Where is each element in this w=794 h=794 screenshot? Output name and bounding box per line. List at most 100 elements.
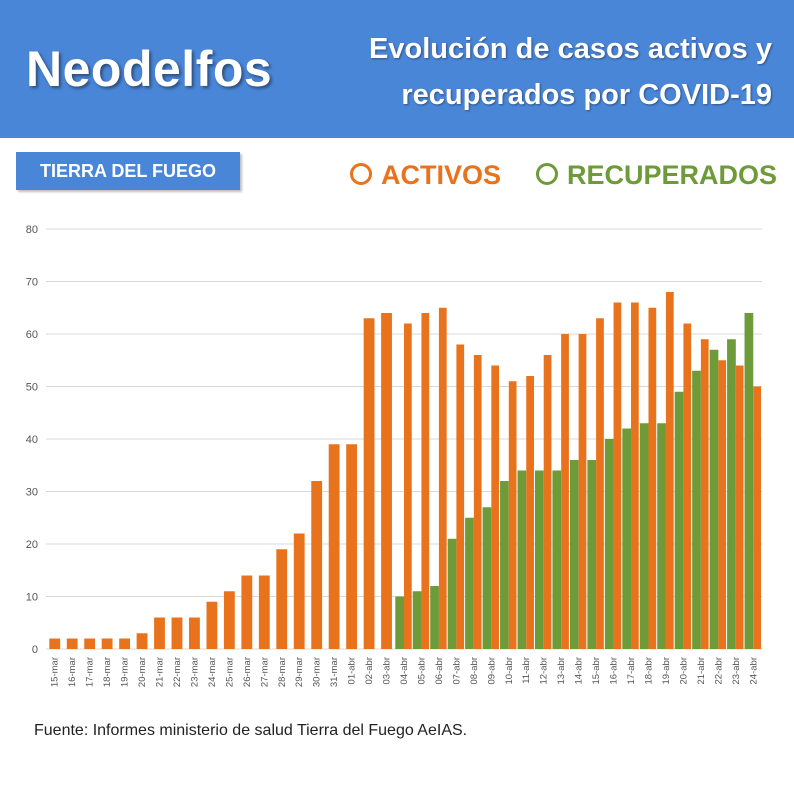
- bar-activos: [683, 323, 692, 649]
- bar-recuperados: [517, 470, 527, 649]
- bar-activos: [438, 307, 447, 649]
- bar-recuperados: [412, 591, 422, 649]
- bar-activos: [136, 633, 148, 649]
- x-tick-label: 16-mar: [67, 657, 78, 687]
- y-tick-label: 20: [26, 539, 38, 551]
- x-tick-label: 17-mar: [85, 657, 96, 687]
- bar-activos: [381, 313, 392, 649]
- bar-activos: [508, 381, 517, 649]
- bar-activos: [119, 638, 130, 649]
- bar-activos: [578, 334, 587, 649]
- x-tick-label: 20-mar: [137, 657, 148, 687]
- bar-activos: [189, 617, 200, 649]
- x-tick-label: 16-abr: [609, 657, 620, 684]
- chart-title: Evolución de casos activos y recuperados…: [302, 26, 772, 118]
- bar-activos: [66, 638, 78, 649]
- bar-recuperados: [674, 391, 684, 649]
- bar-activos: [206, 601, 218, 649]
- x-tick-label: 31-mar: [329, 657, 340, 687]
- x-tick-label: 03-abr: [382, 657, 393, 684]
- x-tick-label: 09-abr: [486, 657, 497, 684]
- bar-activos: [753, 386, 761, 649]
- legend-label-recuperados: RECUPERADOS: [567, 160, 778, 190]
- header-banner: Neodelfos Evolución de casos activos y r…: [0, 0, 794, 138]
- y-tick-label: 10: [26, 592, 38, 604]
- bar-recuperados: [709, 349, 719, 649]
- bar-activos: [700, 339, 709, 649]
- bar-activos: [241, 575, 253, 649]
- legend-item-recuperados: RECUPERADOS: [536, 160, 777, 191]
- bar-recuperados: [569, 460, 579, 649]
- bar-activos: [49, 638, 61, 649]
- x-tick-label: 20-abr: [678, 657, 689, 684]
- x-tick-label: 21-mar: [155, 657, 166, 687]
- bar-activos: [543, 355, 552, 649]
- bar-activos: [613, 302, 622, 649]
- bar-activos: [526, 376, 534, 649]
- bar-activos: [276, 549, 288, 649]
- region-label: TIERRA DEL FUEGO: [16, 152, 240, 190]
- chart-title-line1: Evolución de casos activos y: [369, 33, 772, 65]
- x-tick-label: 06-abr: [434, 657, 445, 684]
- bar-activos: [258, 575, 270, 649]
- bar-activos: [101, 638, 113, 649]
- bar-activos: [718, 360, 727, 649]
- bar-recuperados: [482, 507, 492, 649]
- bar-activos: [665, 292, 674, 649]
- bar-activos: [171, 617, 183, 649]
- bar-activos: [293, 533, 305, 649]
- bar-activos: [456, 344, 465, 649]
- bar-recuperados: [500, 481, 509, 649]
- chart-title-line2: recuperados por COVID-19: [401, 79, 772, 111]
- x-tick-label: 27-mar: [259, 657, 270, 687]
- x-tick-label: 17-abr: [626, 657, 637, 684]
- x-tick-label: 10-abr: [504, 657, 515, 684]
- x-tick-label: 26-mar: [242, 657, 253, 687]
- bar-recuperados: [534, 470, 544, 649]
- y-tick-label: 30: [26, 487, 38, 499]
- bar-recuperados: [622, 428, 632, 649]
- bar-recuperados: [744, 313, 754, 649]
- x-tick-label: 30-mar: [312, 657, 323, 687]
- x-tick-label: 22-mar: [172, 657, 183, 687]
- bar-activos: [84, 638, 96, 649]
- x-tick-label: 29-mar: [294, 657, 305, 687]
- bar-activos: [404, 323, 412, 649]
- x-tick-label: 02-abr: [364, 657, 375, 684]
- bar-recuperados: [587, 460, 597, 649]
- bar-recuperados: [604, 439, 614, 649]
- brand-name: Neodelfos: [26, 41, 273, 97]
- y-tick-label: 40: [26, 434, 38, 446]
- x-tick-label: 14-abr: [574, 657, 585, 684]
- x-tick-label: 04-abr: [399, 657, 410, 684]
- x-tick-label: 15-abr: [591, 657, 602, 684]
- y-tick-label: 70: [26, 277, 38, 289]
- y-tick-label: 60: [26, 329, 38, 341]
- x-tick-label: 07-abr: [451, 657, 462, 684]
- circle-outline-icon: [350, 162, 372, 185]
- bar-activos: [596, 318, 604, 649]
- bar-recuperados: [657, 423, 666, 649]
- x-tick-label: 23-mar: [189, 657, 200, 687]
- x-tick-label: 15-mar: [50, 657, 61, 687]
- bar-recuperados: [447, 538, 457, 649]
- bar-activos: [491, 365, 500, 649]
- x-tick-label: 12-abr: [539, 657, 550, 684]
- x-tick-label: 23-abr: [731, 657, 742, 684]
- bar-recuperados: [692, 370, 701, 649]
- bar-recuperados: [727, 339, 736, 649]
- x-tick-label: 21-abr: [696, 657, 707, 684]
- bar-recuperados: [465, 517, 474, 649]
- bar-activos: [561, 334, 569, 649]
- bar-activos: [223, 591, 235, 649]
- bar-chart: 0 10 20 30 40 50 60 70 80 15-mar 16-mar 17-mar 18-ma…: [26, 224, 762, 687]
- bar-activos: [648, 307, 657, 649]
- y-tick-label: 0: [32, 644, 38, 656]
- y-tick-label: 50: [26, 382, 38, 394]
- bar-recuperados: [430, 586, 439, 649]
- bar-activos: [735, 365, 744, 649]
- bar-activos: [346, 444, 358, 649]
- x-tick-label: 19-mar: [120, 657, 131, 687]
- source-note: Fuente: Informes ministerio de salud Tie…: [34, 722, 468, 739]
- bar-recuperados: [552, 470, 562, 649]
